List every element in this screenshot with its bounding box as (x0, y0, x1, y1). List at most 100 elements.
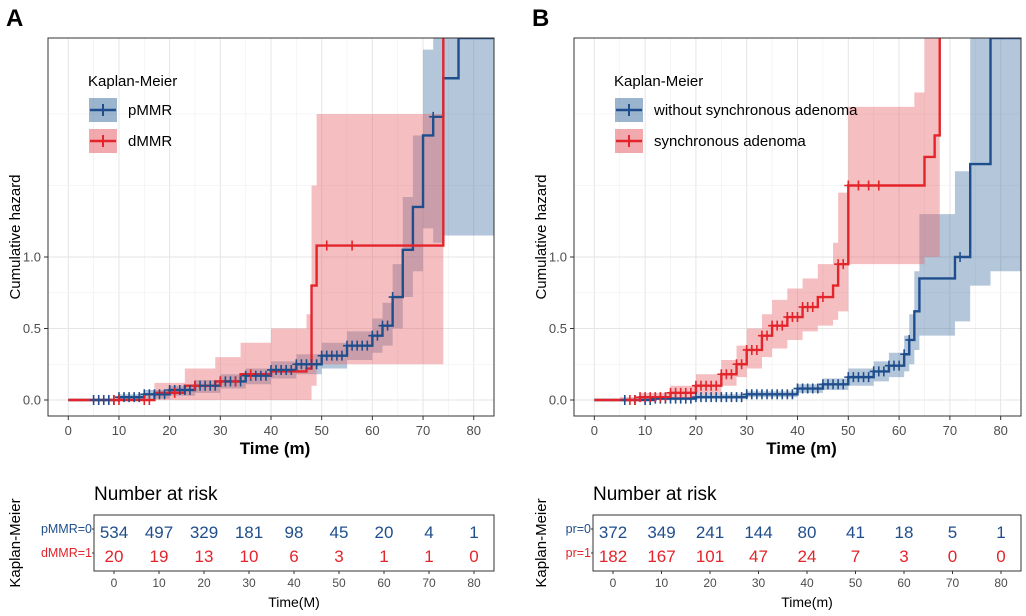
risk-count: 4 (424, 523, 433, 542)
risk-x-tick-label: 80 (467, 576, 481, 590)
risk-count: 20 (105, 547, 124, 566)
risk-table: Number at risk pr=0 372 349 241 144 80 41 18 5 1 pr… (533, 484, 1022, 610)
risk-x-tick-label: 40 (800, 576, 814, 590)
x-tick-label: 0 (591, 423, 598, 438)
risk-count: 10 (240, 547, 259, 566)
risk-count: 101 (696, 547, 724, 566)
risk-row-label: pr=0 (566, 522, 591, 536)
censor-mark (630, 395, 639, 405)
risk-x-tick-label: 20 (197, 576, 211, 590)
risk-count: 181 (235, 523, 263, 542)
censor-mark (778, 320, 787, 331)
risk-y-title: Kaplan-Meier (7, 498, 24, 587)
panel-letter: B (532, 5, 549, 32)
risk-count: 41 (846, 523, 865, 542)
risk-x-tick-label: 30 (242, 576, 256, 590)
risk-row-label: pr=1 (566, 546, 591, 560)
risk-x-title: Time(M) (268, 594, 320, 610)
censor-mark (712, 380, 721, 391)
legend: Kaplan-Meier without synchronous adenoma s… (614, 73, 858, 153)
risk-x-tick-label: 0 (111, 576, 118, 590)
risk-x-tick-label: 30 (752, 576, 766, 590)
censor-mark (246, 369, 255, 380)
risk-x-tick-label: 70 (946, 576, 960, 590)
confidence-band-without-synchronous-adenoma (594, 38, 1021, 400)
risk-count: 47 (749, 547, 768, 566)
censor-mark (763, 330, 772, 341)
censor-mark (661, 392, 670, 403)
censor-mark (170, 387, 179, 398)
risk-count: 167 (647, 547, 675, 566)
risk-y-title: Kaplan-Meier (533, 498, 550, 587)
y-tick-label: 1.0 (23, 250, 41, 265)
risk-x-tick-label: 10 (655, 576, 669, 590)
censor-mark (231, 376, 240, 387)
risk-count: 1 (379, 547, 388, 566)
panel-letter: A (6, 5, 23, 32)
censor-mark (808, 302, 817, 313)
risk-count: 1 (424, 547, 433, 566)
x-tick-label: 20 (162, 423, 176, 438)
x-tick-label: 10 (638, 423, 652, 438)
censor-mark (864, 180, 873, 191)
risk-count: 7 (851, 547, 860, 566)
censor-mark (956, 252, 965, 262)
x-tick-label: 50 (314, 423, 328, 438)
censor-mark (686, 387, 695, 398)
risk-count: 241 (696, 523, 724, 542)
risk-count: 98 (285, 523, 304, 542)
risk-count: 182 (599, 547, 627, 566)
censor-mark (322, 240, 331, 251)
censor-mark (839, 259, 848, 270)
legend-label: without synchronous adenoma (653, 102, 858, 119)
x-tick-label: 60 (365, 423, 379, 438)
risk-x-tick-label: 20 (703, 576, 717, 590)
risk-count: 0 (996, 547, 1005, 566)
risk-x-tick-label: 60 (897, 576, 911, 590)
censor-mark (363, 340, 372, 351)
x-tick-label: 0 (65, 423, 72, 438)
risk-row-label: dMMR=1 (41, 546, 92, 560)
x-tick-label: 70 (416, 423, 430, 438)
legend-title: Kaplan-Meier (88, 73, 177, 90)
risk-count: 349 (647, 523, 675, 542)
censor-mark (854, 180, 863, 191)
risk-count: 5 (948, 523, 957, 542)
y-axis-title: Cumulative hazard (7, 174, 24, 299)
risk-count: 20 (375, 523, 394, 542)
censor-mark (737, 359, 746, 370)
censor-mark (114, 395, 123, 405)
legend: Kaplan-Meier pMMR dMMR (88, 73, 177, 153)
risk-count: 497 (145, 523, 173, 542)
censor-mark (383, 320, 392, 331)
risk-x-tick-label: 50 (849, 576, 863, 590)
risk-x-tick-label: 10 (152, 576, 166, 590)
confidence-band-synchronous-adenoma (594, 38, 940, 400)
confidence-band-pmmr (68, 38, 494, 400)
risk-x-tick-label: 40 (287, 576, 301, 590)
x-axis-title: Time (m) (240, 439, 311, 458)
censor-mark (839, 379, 848, 390)
risk-count: 329 (190, 523, 218, 542)
x-tick-label: 30 (213, 423, 227, 438)
censor-mark (900, 349, 909, 360)
y-tick-label: 0.0 (549, 393, 567, 408)
series-layer (68, 38, 494, 405)
censor-mark (818, 292, 827, 303)
risk-count: 534 (100, 523, 128, 542)
risk-row-label: pMMR=0 (41, 522, 92, 536)
censor-mark (844, 180, 853, 191)
censor-mark (216, 376, 225, 387)
x-tick-label: 50 (841, 423, 855, 438)
risk-count: 1 (996, 523, 1005, 542)
risk-table-title: Number at risk (94, 484, 218, 505)
risk-count: 3 (334, 547, 343, 566)
risk-x-tick-label: 50 (332, 576, 346, 590)
risk-x-tick-label: 60 (377, 576, 391, 590)
censor-mark (864, 372, 873, 383)
censor-mark (190, 380, 199, 391)
censor-mark (727, 369, 736, 380)
y-tick-label: 0.0 (23, 393, 41, 408)
censor-mark (348, 240, 357, 251)
